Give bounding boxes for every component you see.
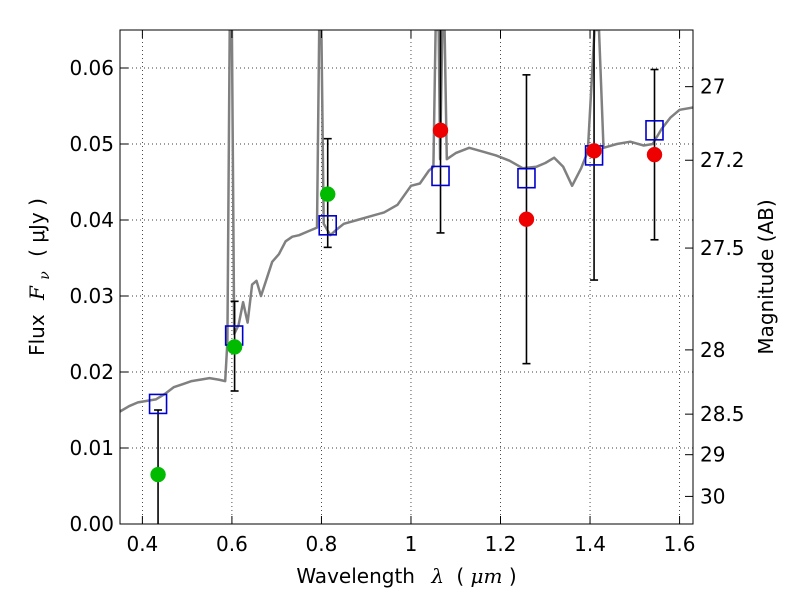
axis-ticks xyxy=(120,30,693,525)
y-tick-label-2: 0.02 xyxy=(69,360,114,384)
x-tick-label-1: 0.6 xyxy=(216,532,248,556)
y-axis-label: Flux F ν ( μJy ) xyxy=(25,198,54,356)
x-axis-label-text: Wavelength xyxy=(296,564,415,588)
x-axis-label: Wavelength λ ( μm ) xyxy=(296,564,516,588)
y2-tick-label-3: 28 xyxy=(700,338,725,362)
model-spectrum-series xyxy=(120,30,693,413)
x-tick-label-5: 1.4 xyxy=(574,532,606,556)
x-tick-label-0: 0.4 xyxy=(126,532,158,556)
x-tick-label-6: 1.6 xyxy=(664,532,696,556)
y-axis-label-text: Flux xyxy=(25,314,49,356)
observed-markers xyxy=(150,122,663,483)
model-band-square-0 xyxy=(148,393,168,415)
y-tick-label-5: 0.05 xyxy=(69,132,114,156)
y-axis-label-symbol-sub: ν xyxy=(37,271,53,280)
y2-tick-label-4: 28.5 xyxy=(700,402,745,426)
observed-point-1-2 xyxy=(586,143,602,159)
model-band-markers xyxy=(148,120,664,415)
model-band-square-2 xyxy=(318,215,338,236)
y-axis-label-symbol: F xyxy=(25,285,49,301)
x-axis-label-symbol: λ xyxy=(430,564,444,588)
observed-point-1-0 xyxy=(432,122,449,139)
y-axis-label-unit: ( μJy ) xyxy=(25,198,49,257)
model-band-square-4 xyxy=(517,167,536,189)
x-tick-label-3: 1 xyxy=(405,532,418,556)
axis-tick-labels: 0.4 0.6 0.8 1 1.2 1.4 1.6 0.00 0.01 0.02 0.03 0.04 0… xyxy=(69,56,744,556)
x-tick-label-4: 1.2 xyxy=(485,532,517,556)
y2-tick-label-2: 27.5 xyxy=(700,236,745,260)
observed-point-0-0 xyxy=(150,466,166,483)
observed-point-0-2 xyxy=(319,186,336,202)
plot-frame xyxy=(119,29,694,525)
observed-point-0-1 xyxy=(226,339,243,355)
x-axis-label-unit-close: ) xyxy=(509,564,517,588)
y-tick-label-4: 0.04 xyxy=(69,208,114,232)
model-spectrum-line xyxy=(120,30,693,413)
y2-tick-label-1: 27.2 xyxy=(700,148,745,172)
model-band-square-3 xyxy=(431,165,450,187)
y-tick-label-6: 0.06 xyxy=(69,56,114,80)
observed-point-1-3 xyxy=(646,146,663,163)
x-axis-label-unit-open: ( xyxy=(456,564,464,588)
y2-axis-label: Magnitude (AB) xyxy=(754,199,778,354)
model-band-square-6 xyxy=(645,120,664,141)
y-tick-label-0: 0.00 xyxy=(69,512,114,536)
x-tick-label-2: 0.8 xyxy=(306,532,338,556)
plot-area xyxy=(120,30,693,524)
x-axis-label-unit: μm xyxy=(471,564,503,588)
y2-tick-label-0: 27 xyxy=(700,75,725,99)
y-tick-label-3: 0.03 xyxy=(69,284,114,308)
y-tick-label-1: 0.01 xyxy=(69,436,114,460)
y2-tick-label-6: 30 xyxy=(700,484,725,508)
y2-tick-label-5: 29 xyxy=(700,443,725,467)
observed-point-1-1 xyxy=(518,211,535,227)
grid-lines xyxy=(120,30,693,525)
